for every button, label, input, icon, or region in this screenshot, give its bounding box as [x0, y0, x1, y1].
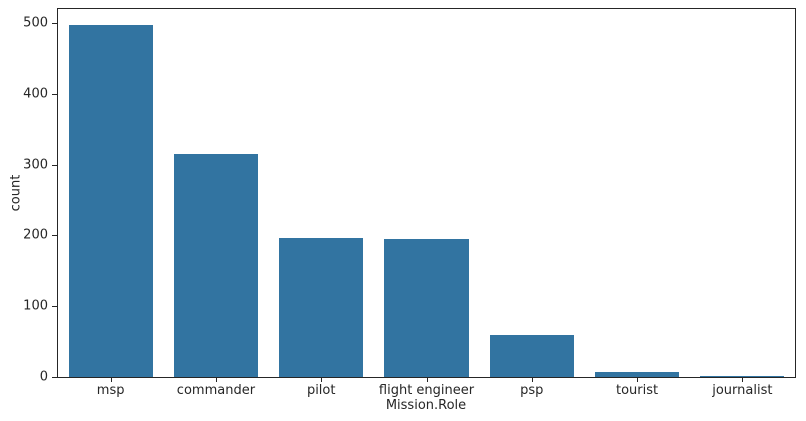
x-tick-mark-pilot — [321, 377, 323, 382]
bar-pilot — [279, 238, 364, 377]
bar-journalist — [700, 376, 785, 377]
x-tick-label-journalist: journalist — [712, 383, 773, 398]
y-tick-label-200: 200 — [23, 227, 48, 243]
x-tick-label-psp: psp — [520, 383, 544, 398]
y-tick-mark-100 — [52, 306, 57, 308]
y-axis-label: count — [8, 174, 24, 212]
x-tick-mark-psp — [531, 377, 533, 382]
x-tick-mark-journalist — [742, 377, 744, 382]
x-tick-label-pilot: pilot — [306, 383, 336, 398]
y-tick-label-400: 400 — [23, 86, 48, 102]
plot-area — [57, 8, 796, 378]
x-tick-mark-tourist — [637, 377, 639, 382]
x-tick-label-msp: msp — [96, 383, 125, 398]
bar-commander — [173, 154, 259, 377]
y-tick-label-300: 300 — [23, 157, 48, 173]
bar-tourist — [594, 372, 680, 377]
x-axis-label: Mission.Role — [385, 398, 467, 413]
x-tick-mark-commander — [215, 377, 217, 382]
x-tick-label-tourist: tourist — [616, 383, 659, 398]
x-tick-label-flight-engineer: flight engineer — [378, 383, 475, 398]
x-tick-mark-flight-engineer — [426, 377, 428, 382]
bar-flight-engineer — [384, 239, 469, 377]
y-tick-mark-200 — [52, 235, 57, 237]
x-tick-label-commander: commander — [176, 383, 256, 398]
y-tick-mark-0 — [52, 377, 57, 378]
y-tick-label-0: 0 — [39, 369, 48, 385]
bar-psp — [489, 335, 574, 377]
y-tick-mark-500 — [52, 23, 57, 25]
y-tick-label-500: 500 — [23, 15, 48, 31]
y-tick-label-100: 100 — [23, 298, 48, 314]
x-tick-mark-msp — [110, 377, 112, 382]
y-tick-mark-300 — [52, 164, 57, 166]
y-tick-mark-400 — [52, 93, 57, 95]
bar-msp — [68, 24, 153, 377]
